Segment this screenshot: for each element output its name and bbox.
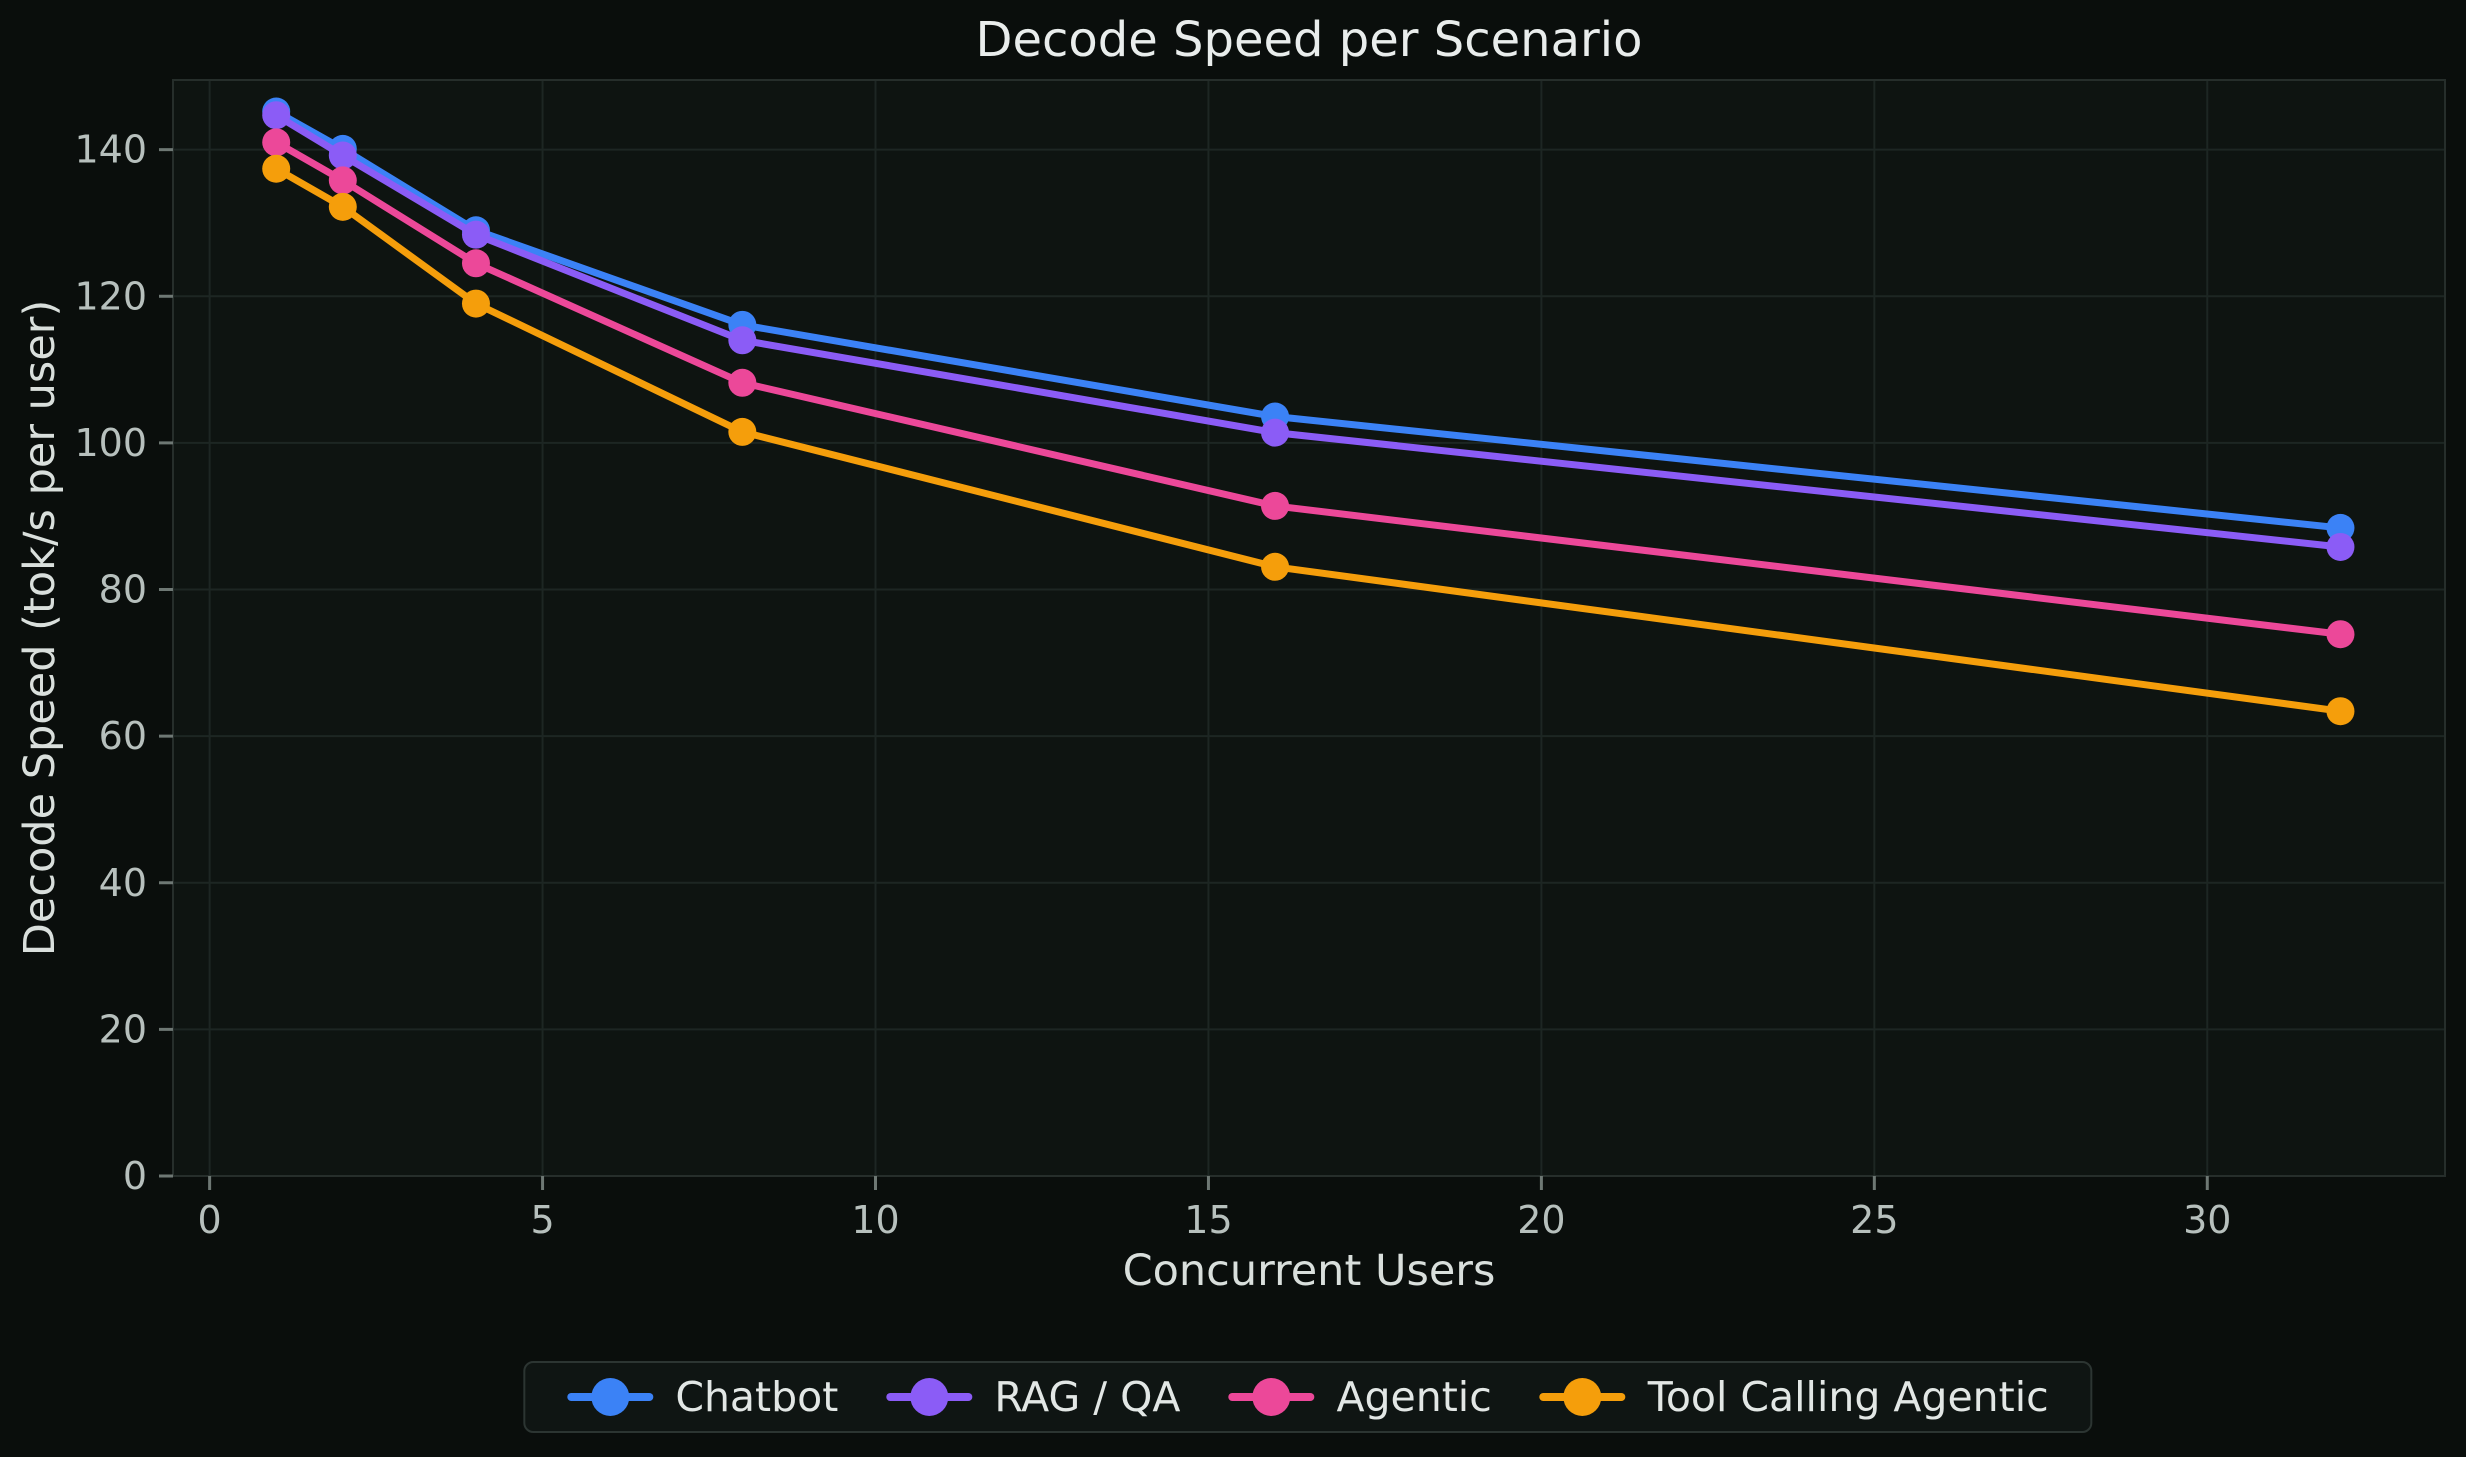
y-tick-label: 60	[99, 714, 147, 758]
agentic-line-marker-icon	[1228, 1393, 1315, 1401]
data-point-agentic	[262, 128, 291, 157]
data-point-agentic	[1261, 491, 1290, 520]
legend-label-tool-calling-agentic: Tool Calling Agentic	[1647, 1373, 2049, 1421]
data-point-tool-calling-agentic	[1261, 552, 1290, 581]
x-tick-label: 0	[198, 1198, 222, 1242]
data-point-rag-qa	[2326, 532, 2355, 561]
y-tick-label: 100	[74, 421, 147, 465]
legend-item-agentic: Agentic	[1228, 1373, 1492, 1421]
data-point-tool-calling-agentic	[728, 417, 757, 446]
legend-item-tool-calling-agentic: Tool Calling Agentic	[1539, 1373, 2049, 1421]
data-point-tool-calling-agentic	[328, 192, 357, 221]
x-tick-label: 20	[1517, 1198, 1565, 1242]
y-tick-label: 140	[74, 128, 147, 172]
x-tick-label: 5	[530, 1198, 554, 1242]
legend-label-rag-qa: RAG / QA	[994, 1373, 1181, 1421]
data-point-rag-qa	[262, 101, 291, 130]
data-point-tool-calling-agentic	[262, 154, 291, 183]
data-point-agentic	[728, 368, 757, 397]
y-tick-label: 20	[99, 1007, 147, 1051]
data-point-tool-calling-agentic	[461, 289, 490, 318]
y-tick-label: 80	[99, 568, 147, 612]
chart-title: Decode Speed per Scenario	[975, 12, 1643, 68]
data-point-rag-qa	[328, 141, 357, 170]
y-tick-label: 40	[99, 861, 147, 905]
chatbot-line-marker-icon	[567, 1393, 654, 1401]
legend-item-chatbot: Chatbot	[567, 1373, 838, 1421]
x-tick-label: 30	[2183, 1198, 2231, 1242]
data-point-rag-qa	[728, 326, 757, 355]
x-tick-label: 25	[1850, 1198, 1898, 1242]
rag-qa-line-marker-icon	[886, 1393, 973, 1401]
x-tick-label: 10	[851, 1198, 899, 1242]
data-point-agentic	[328, 166, 357, 195]
data-point-agentic	[2326, 620, 2355, 649]
y-tick-label: 120	[74, 274, 147, 318]
legend-item-rag-qa: RAG / QA	[886, 1373, 1180, 1421]
data-point-agentic	[461, 249, 490, 278]
axes-spine	[172, 79, 2446, 1177]
legend-label-agentic: Agentic	[1336, 1373, 1492, 1421]
data-point-rag-qa	[461, 220, 490, 249]
x-axis-label: Concurrent Users	[1122, 1246, 1496, 1296]
y-axis-label: Decode Speed (tok/s per user)	[15, 299, 65, 957]
data-point-rag-qa	[1261, 418, 1290, 447]
tool-calling-agentic-line-marker-icon	[1539, 1393, 1626, 1401]
data-point-tool-calling-agentic	[2326, 697, 2355, 726]
x-tick-label: 15	[1184, 1198, 1232, 1242]
legend: Chatbot RAG / QA Agentic Tool Calling Ag…	[523, 1361, 2093, 1433]
y-tick-label: 0	[123, 1154, 147, 1198]
legend-label-chatbot: Chatbot	[675, 1373, 839, 1421]
